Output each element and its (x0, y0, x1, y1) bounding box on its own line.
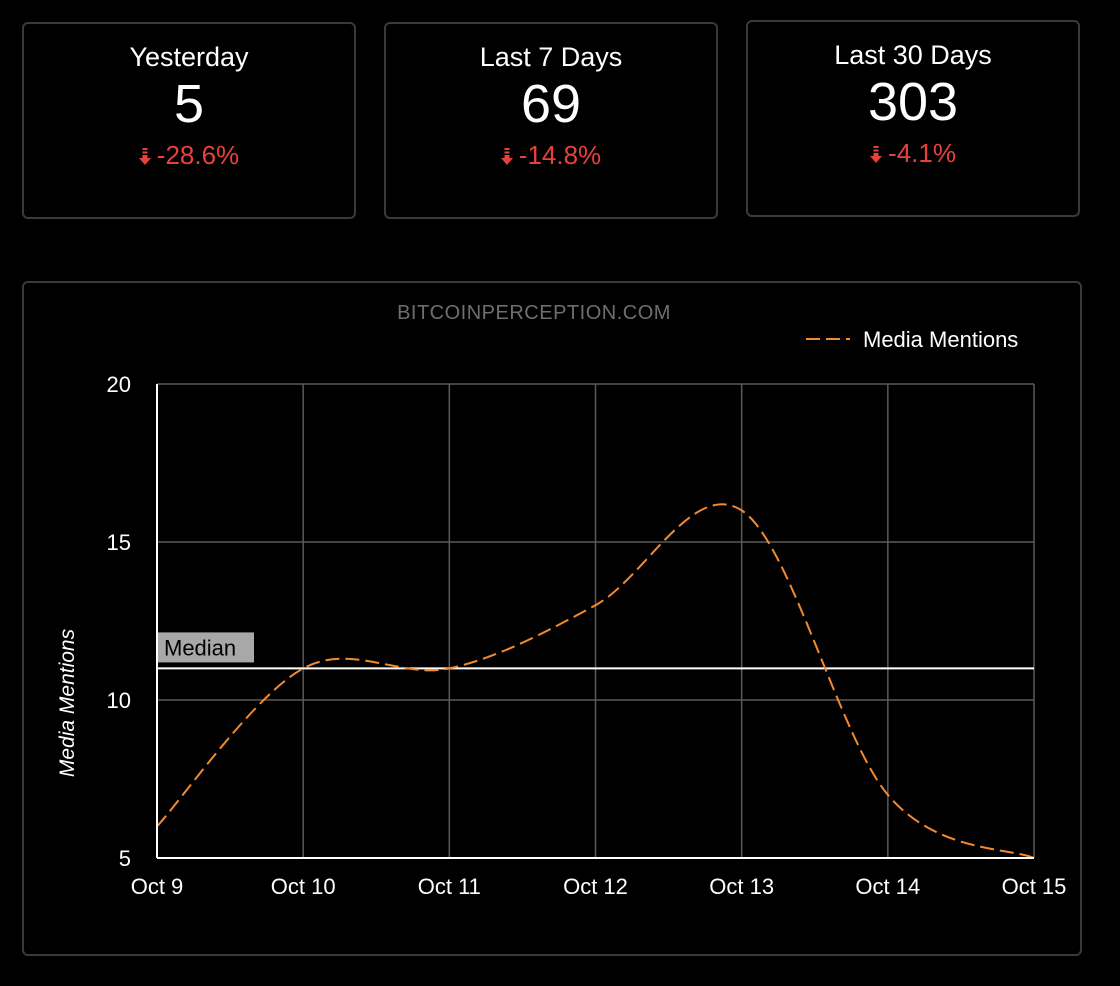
stat-card-last-30-days: Last 30 Days 303 -4.1% (746, 20, 1080, 217)
x-tick-label: Oct 10 (271, 874, 336, 899)
stat-delta: -4.1% (748, 138, 1078, 169)
y-tick-labels: 5 10 15 20 (107, 372, 131, 871)
x-tick-label: Oct 15 (1002, 874, 1067, 899)
stat-title: Last 30 Days (834, 40, 992, 70)
stat-delta-value: -14.8% (518, 140, 602, 170)
arrow-down-icon (138, 148, 151, 165)
legend-label: Media Mentions (863, 327, 1018, 352)
stat-value: 69 (520, 74, 582, 134)
x-tick-label: Oct 13 (709, 874, 774, 899)
stat-delta: -28.6% (24, 140, 354, 171)
x-tick-labels: Oct 9 Oct 10 Oct 11 Oct 12 Oct 13 Oct 14 Oct 1… (131, 874, 1067, 899)
arrow-down-icon (500, 148, 513, 165)
x-tick-label: Oct 11 (418, 874, 481, 899)
stat-delta-value: -28.6% (156, 140, 240, 170)
series-line (156, 503, 1035, 859)
y-axis-label: Media Mentions (56, 628, 79, 777)
x-tick-label: Oct 9 (131, 874, 184, 899)
grid-layer (156, 383, 1035, 859)
chart-card: BITCOINPERCEPTION.COM Media Mentions Med… (22, 281, 1082, 956)
median-marker: Median (157, 632, 1034, 670)
median-label-box (158, 632, 254, 663)
y-tick-label: 5 (119, 846, 131, 871)
series-layer (156, 503, 1035, 859)
legend[interactable]: Media Mentions (806, 327, 1018, 352)
y-tick-label: 20 (107, 372, 131, 397)
stat-delta: -14.8% (386, 140, 716, 171)
stat-delta-value: -4.1% (888, 138, 956, 168)
stat-title: Last 7 Days (479, 42, 623, 72)
stat-card-yesterday: Yesterday 5 -28.6% (22, 22, 356, 219)
stat-value: 303 (867, 72, 959, 132)
x-tick-label: Oct 12 (563, 874, 628, 899)
stat-title: Yesterday (129, 42, 249, 72)
stat-value: 5 (173, 74, 205, 134)
x-tick-label: Oct 14 (855, 874, 920, 899)
median-label: Median (164, 635, 236, 660)
y-tick-label: 15 (107, 530, 131, 555)
y-tick-label: 10 (107, 688, 131, 713)
chart-title: BITCOINPERCEPTION.COM (397, 302, 671, 324)
stat-card-last-7-days: Last 7 Days 69 -14.8% (384, 22, 718, 219)
arrow-down-icon (870, 146, 883, 163)
axis-layer (156, 384, 1034, 859)
media-mentions-chart: BITCOINPERCEPTION.COM Media Mentions Med… (56, 302, 1067, 899)
